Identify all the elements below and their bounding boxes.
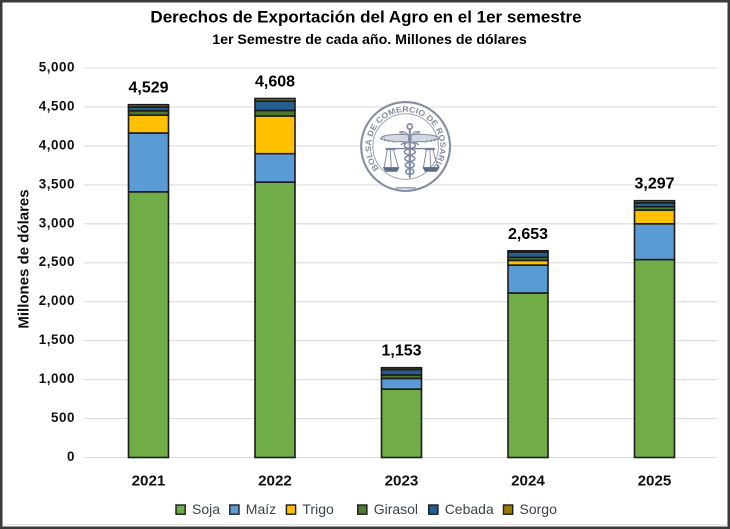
svg-text:1,153: 1,153 xyxy=(381,343,421,360)
svg-text:Maíz: Maíz xyxy=(246,501,276,517)
svg-text:Cebada: Cebada xyxy=(445,501,494,517)
svg-text:2,500: 2,500 xyxy=(39,254,75,269)
svg-text:2021: 2021 xyxy=(132,473,166,490)
svg-text:Millones de dólares: Millones de dólares xyxy=(16,189,33,328)
svg-text:3,000: 3,000 xyxy=(39,215,75,230)
svg-text:4,608: 4,608 xyxy=(255,74,295,91)
svg-text:1,500: 1,500 xyxy=(39,332,75,347)
svg-text:0: 0 xyxy=(67,449,75,464)
svg-text:3,500: 3,500 xyxy=(39,176,75,191)
svg-text:Sorgo: Sorgo xyxy=(520,501,558,517)
svg-text:4,529: 4,529 xyxy=(128,80,168,97)
svg-text:Girasol: Girasol xyxy=(374,501,418,517)
svg-text:Soja: Soja xyxy=(192,501,220,517)
svg-text:1,000: 1,000 xyxy=(39,371,75,386)
svg-text:Trigo: Trigo xyxy=(302,501,334,517)
svg-text:2024: 2024 xyxy=(511,473,545,490)
svg-text:1er Semestre de cada año. Mill: 1er Semestre de cada año. Millones de dó… xyxy=(212,32,527,48)
svg-text:2023: 2023 xyxy=(385,473,419,490)
svg-text:2,653: 2,653 xyxy=(508,226,548,243)
svg-text:Derechos de Exportación del Ag: Derechos de Exportación del Agro en el 1… xyxy=(150,8,581,27)
svg-text:4,500: 4,500 xyxy=(39,98,75,113)
svg-text:5,000: 5,000 xyxy=(39,60,75,75)
svg-text:2,000: 2,000 xyxy=(39,293,75,308)
svg-text:500: 500 xyxy=(51,410,75,425)
svg-text:2022: 2022 xyxy=(258,473,292,490)
svg-text:2025: 2025 xyxy=(638,473,672,490)
svg-text:4,000: 4,000 xyxy=(39,137,75,152)
svg-text:3,297: 3,297 xyxy=(634,176,674,193)
